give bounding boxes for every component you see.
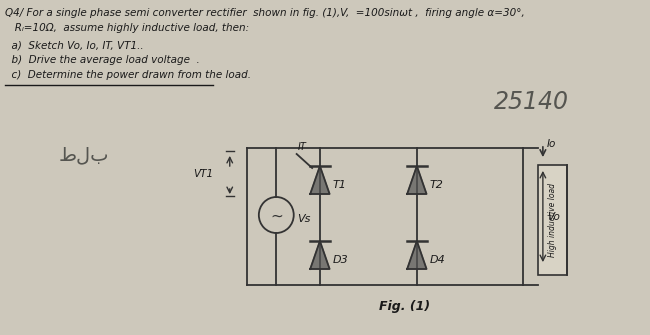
Text: T2: T2 — [430, 180, 443, 190]
Text: High inductive load: High inductive load — [548, 183, 557, 257]
Text: Q4/ For a single phase semi converter rectifier  shown in fig. (1),V,  =100sinωt: Q4/ For a single phase semi converter re… — [5, 8, 525, 18]
Text: Vo: Vo — [547, 211, 560, 221]
Polygon shape — [310, 241, 330, 269]
Polygon shape — [407, 166, 426, 194]
Text: IT: IT — [298, 142, 307, 152]
Text: ~: ~ — [270, 208, 283, 223]
Text: 25140: 25140 — [495, 90, 569, 114]
Text: Vs: Vs — [298, 214, 311, 224]
Text: D3: D3 — [333, 255, 348, 265]
Text: Io: Io — [547, 139, 556, 149]
Text: c)  Determine the power drawn from the load.: c) Determine the power drawn from the lo… — [5, 70, 251, 80]
Text: Fig. (1): Fig. (1) — [379, 300, 430, 313]
Polygon shape — [407, 241, 426, 269]
Polygon shape — [310, 166, 330, 194]
Text: b)  Drive the average load voltage  .: b) Drive the average load voltage . — [5, 55, 200, 65]
Text: a)  Sketch Vo, Io, IT, VT1..: a) Sketch Vo, Io, IT, VT1.. — [5, 40, 144, 50]
Text: طلب: طلب — [58, 145, 109, 164]
Text: VT1: VT1 — [193, 169, 213, 179]
Text: Rₗ=10Ω,  assume highly inductive load, then:: Rₗ=10Ω, assume highly inductive load, th… — [5, 23, 249, 33]
Text: D4: D4 — [430, 255, 445, 265]
Text: T1: T1 — [333, 180, 346, 190]
Bar — [538, 165, 567, 275]
